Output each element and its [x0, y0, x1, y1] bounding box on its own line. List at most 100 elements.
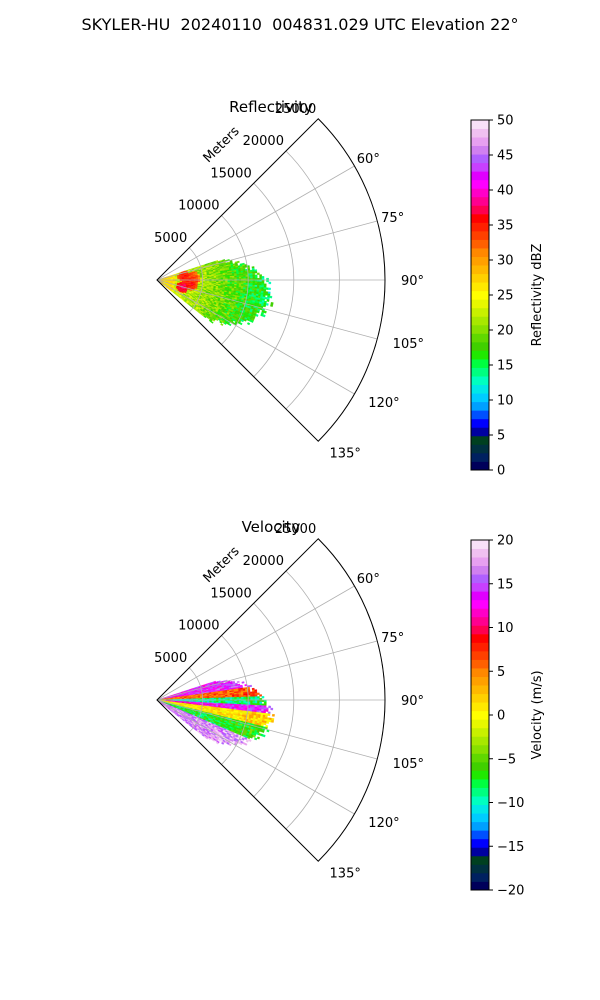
colorbar-swatch — [471, 171, 489, 181]
echo-bin — [227, 281, 231, 283]
panel-title: Reflectivity — [229, 98, 313, 116]
echo-bin — [243, 276, 247, 279]
colorbar-swatch — [471, 599, 489, 609]
echo-bin — [252, 274, 256, 277]
echo-bin — [265, 709, 269, 712]
echo-bin — [220, 323, 224, 327]
echo-bin — [241, 275, 244, 278]
colorbar-swatch — [471, 582, 489, 592]
echo-bin — [271, 714, 275, 717]
azimuth-gridline — [156, 585, 355, 701]
colorbar-swatch — [471, 307, 489, 317]
echo-bin — [216, 280, 219, 283]
echo-bin — [243, 696, 247, 699]
echo-bin — [270, 304, 274, 307]
echo-bin — [227, 701, 231, 703]
echo-bin — [218, 697, 221, 700]
range-tick-label: 20000 — [243, 134, 284, 149]
colorbar-swatch — [471, 188, 489, 198]
colorbar-swatch — [471, 154, 489, 164]
echo-bin — [213, 697, 217, 700]
echo-bin — [241, 284, 244, 287]
echo-bin — [256, 692, 260, 695]
echo-bin — [261, 283, 265, 286]
echo-bin — [263, 701, 267, 704]
echo-bin — [256, 310, 260, 314]
colorbar-tick-label: 40 — [497, 184, 514, 199]
colorbar-tick-label: 10 — [497, 394, 514, 409]
colorbar-swatch — [471, 230, 489, 240]
echo-bin — [241, 696, 244, 699]
colorbar-swatch — [471, 350, 489, 360]
echo-bin — [259, 705, 262, 708]
colorbar-swatch — [471, 787, 489, 797]
colorbar-swatch — [471, 461, 489, 471]
range-tick-label: 5000 — [154, 231, 187, 246]
echo-bin — [236, 276, 240, 279]
colorbar-swatch — [471, 659, 489, 669]
echo-bin — [210, 320, 214, 324]
colorbar-swatch — [471, 796, 489, 806]
echo-bin — [216, 700, 219, 703]
echo-bin — [257, 701, 260, 704]
echo-bin — [236, 680, 240, 684]
colorbar-tick-label: 30 — [497, 254, 514, 269]
colorbar-swatch — [471, 120, 489, 129]
colorbar-swatch — [471, 770, 489, 780]
echo-bin — [259, 274, 262, 277]
echo-bin — [257, 283, 260, 286]
azimuth-tick-label: 90° — [401, 694, 424, 709]
colorbar-swatch — [471, 367, 489, 377]
echo-bin — [252, 694, 256, 697]
echo-bin — [256, 272, 260, 275]
colorbar-tick-label: 25 — [497, 289, 514, 304]
colorbar-swatch — [471, 719, 489, 729]
echo-bin — [252, 703, 256, 706]
range-tick-label: 25000 — [275, 522, 316, 537]
colorbar-swatch — [471, 668, 489, 677]
echo-bin — [238, 693, 242, 696]
colorbar-swatch — [471, 804, 489, 814]
echo-bin — [254, 696, 258, 699]
echo-bin — [265, 287, 269, 290]
colorbar-swatch — [471, 273, 489, 283]
echo-bin — [243, 281, 247, 284]
echo-bin — [252, 704, 256, 707]
azimuth-gridline — [156, 640, 378, 701]
echo-bin — [250, 274, 253, 277]
echo-bin — [236, 272, 240, 275]
echo-bin — [259, 694, 262, 697]
colorbar-swatch — [471, 128, 489, 138]
echo-bin — [227, 276, 231, 278]
echo-bin — [262, 734, 266, 738]
range-tick-label: 15000 — [210, 166, 251, 181]
colorbar-swatch — [471, 753, 489, 763]
echo-bin — [248, 739, 252, 742]
colorbar-swatch — [471, 557, 489, 567]
echo-bin — [243, 270, 246, 273]
echo-bin — [266, 721, 270, 724]
colorbar-swatch — [471, 565, 489, 575]
echo-layer — [156, 259, 274, 327]
echo-bin — [243, 701, 247, 704]
colorbar-tick-label: −20 — [497, 884, 524, 899]
colorbar-tick-label: −10 — [497, 796, 524, 811]
echo-bin — [257, 696, 260, 699]
echo-bin — [250, 701, 253, 704]
echo-bin — [229, 277, 233, 279]
colorbar-swatch — [471, 779, 489, 788]
echo-bin — [250, 273, 253, 276]
colorbar-swatch — [471, 540, 489, 549]
echo-bin — [227, 696, 231, 698]
colorbar-swatch — [471, 401, 489, 411]
colorbar-swatch — [471, 410, 489, 420]
echo-bin — [254, 694, 258, 697]
colorbar-tick-label: −15 — [497, 840, 524, 855]
colorbar-swatch — [471, 633, 489, 643]
colorbar-swatch — [471, 744, 489, 754]
azimuth-gridline — [156, 165, 355, 281]
colorbar-tick-label: 0 — [497, 464, 505, 479]
radar-panel-velocity: Velocity50001000015000200002500060°75°90… — [154, 518, 545, 899]
azimuth-tick-label: 60° — [357, 572, 380, 587]
